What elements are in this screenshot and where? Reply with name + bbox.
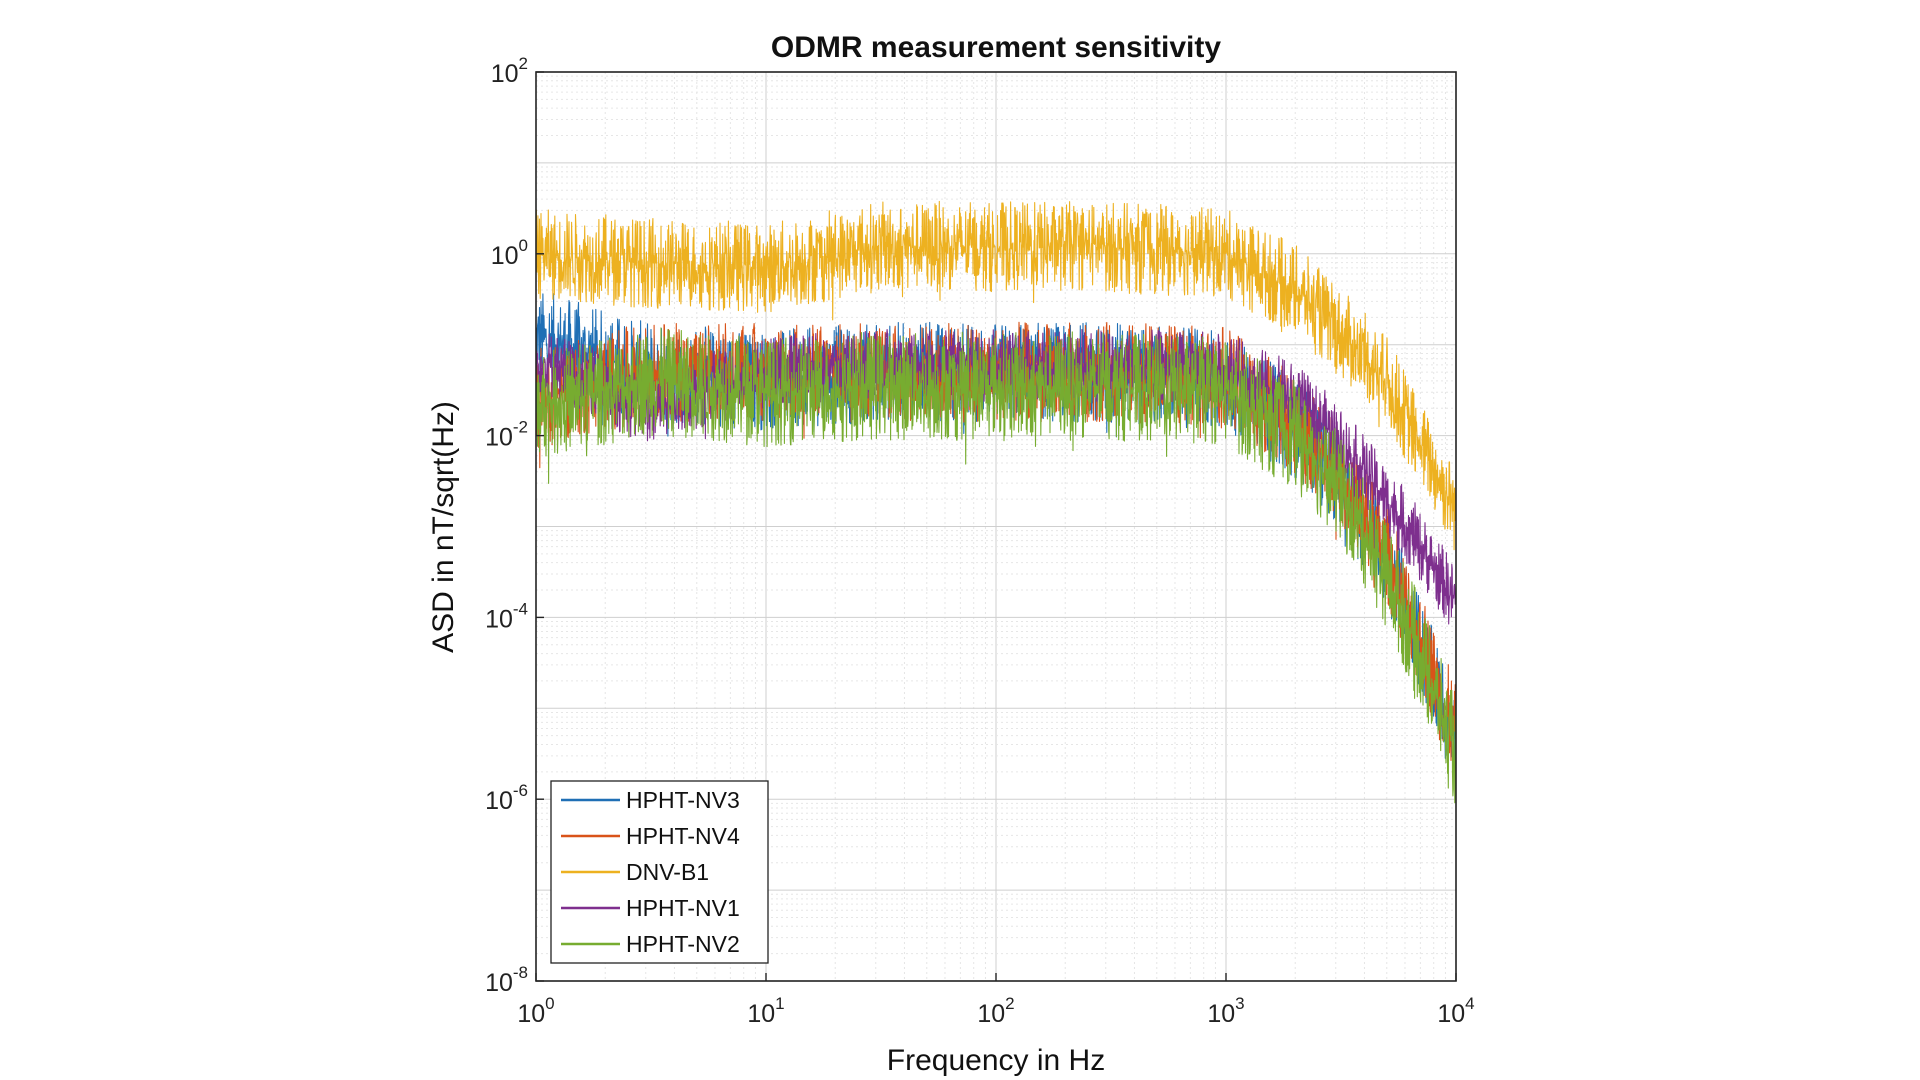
y-tick-label: 100 (491, 236, 528, 270)
series-line-dnv-b1 (536, 200, 1456, 551)
x-tick-label: 101 (747, 994, 784, 1028)
y-ticks: 10-8 10-6 10-4 10-2 100 102 (485, 54, 544, 997)
y-tick-label: 102 (491, 54, 528, 88)
legend-label: DNV-B1 (626, 859, 709, 885)
chart-title: ODMR measurement sensitivity (771, 31, 1221, 64)
x-tick-label: 103 (1207, 994, 1244, 1028)
legend-label: HPHT-NV3 (626, 787, 740, 813)
legend: HPHT-NV3 HPHT-NV4 DNV-B1 HPHT-NV1 HPHT-NV2 (550, 780, 769, 964)
y-tick-label: 10-6 (485, 781, 528, 815)
x-tick-label: 104 (1437, 994, 1474, 1028)
legend-label: HPHT-NV4 (626, 823, 740, 849)
y-tick-label: 10-4 (485, 599, 528, 633)
series-line-hpht-nv2 (536, 327, 1456, 804)
y-tick-label: 10-8 (485, 963, 528, 997)
x-tick-label: 100 (517, 994, 554, 1028)
legend-label: HPHT-NV1 (626, 895, 740, 921)
x-ticks: 100 101 102 103 104 (517, 973, 1475, 1028)
y-axis-label: ASD in nT/sqrt(Hz) (427, 401, 460, 653)
y-tick-label: 10-2 (485, 418, 528, 452)
legend-label: HPHT-NV2 (626, 931, 740, 957)
series-layer (536, 200, 1456, 804)
x-tick-label: 102 (977, 994, 1014, 1028)
x-axis-label: Frequency in Hz (887, 1044, 1105, 1077)
grid (536, 72, 1456, 981)
series-line-hpht-nv1 (536, 328, 1456, 625)
